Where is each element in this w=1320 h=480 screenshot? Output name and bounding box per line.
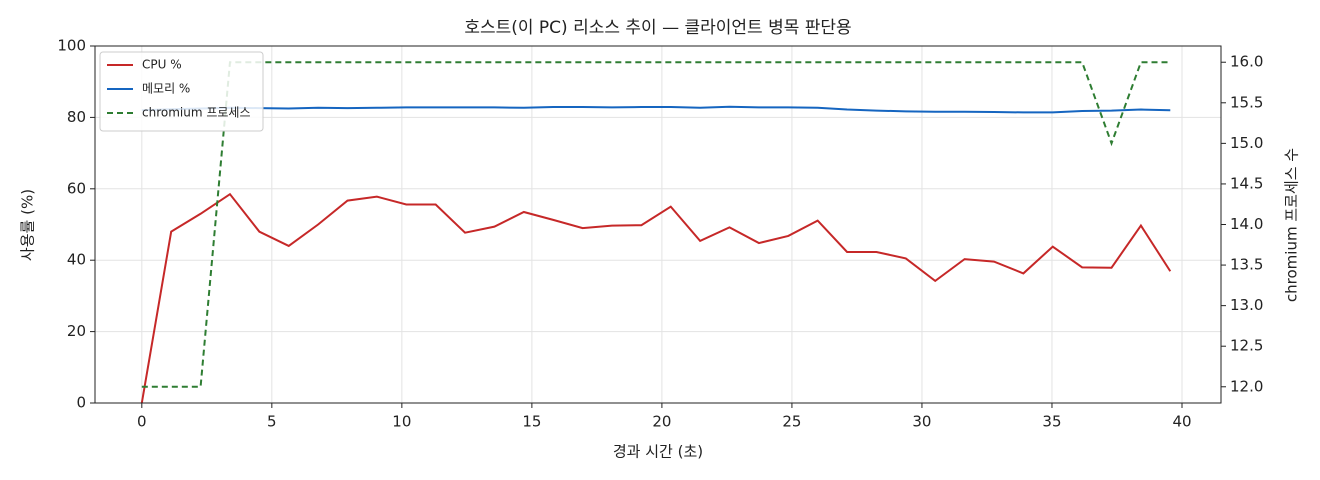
y2-tick-label: 12.5	[1230, 337, 1263, 355]
plot-frame	[94, 45, 1222, 404]
legend-label: CPU %	[142, 58, 182, 72]
x-axis-label: 경과 시간 (초)	[613, 443, 703, 461]
x-tick-label: 30	[912, 413, 931, 431]
y2-tick-label: 13.0	[1230, 296, 1263, 314]
y2-tick-label: 13.5	[1230, 256, 1263, 274]
y-tick-label: 20	[67, 322, 86, 340]
x-tick-label: 40	[1172, 413, 1191, 431]
y2-tick-label: 15.5	[1230, 93, 1263, 111]
data-line	[141, 105, 1171, 114]
legend-label: 메모리 %	[142, 82, 190, 96]
x-tick-label: 25	[782, 413, 801, 431]
x-tick-label: 20	[652, 413, 671, 431]
data-line	[141, 61, 1171, 388]
y2-tick-label: 14.5	[1230, 174, 1263, 192]
y-tick-label: 80	[67, 108, 86, 126]
y2-tick-label: 15.0	[1230, 134, 1263, 152]
x-tick-label: 35	[1042, 413, 1061, 431]
legend: CPU % 메모리 % chromium 프로세스	[99, 51, 264, 132]
y-tick-label: 100	[57, 37, 86, 55]
y-tick-label: 0	[76, 394, 86, 412]
y2-axis-label: chromium 프로세스 수	[1283, 148, 1301, 302]
y2-tick-label: 16.0	[1230, 53, 1263, 71]
y-tick-label: 60	[67, 179, 86, 197]
x-tick-label: 10	[392, 413, 411, 431]
legend-box	[99, 51, 264, 132]
x-tick-label: 0	[137, 413, 147, 431]
x-tick-label: 5	[267, 413, 277, 431]
y-axis-label: 사용률 (%)	[19, 189, 37, 261]
y2-tick-label: 12.0	[1230, 377, 1263, 395]
x-tick-label: 15	[522, 413, 541, 431]
chart-title: 호스트(이 PC) 리소스 추이 — 클라이언트 병목 판단용	[464, 18, 851, 38]
legend-label: chromium 프로세스	[142, 106, 251, 120]
data-line	[140, 192, 1172, 404]
y2-tick-label: 14.0	[1230, 215, 1263, 233]
y-tick-label: 40	[67, 251, 86, 269]
